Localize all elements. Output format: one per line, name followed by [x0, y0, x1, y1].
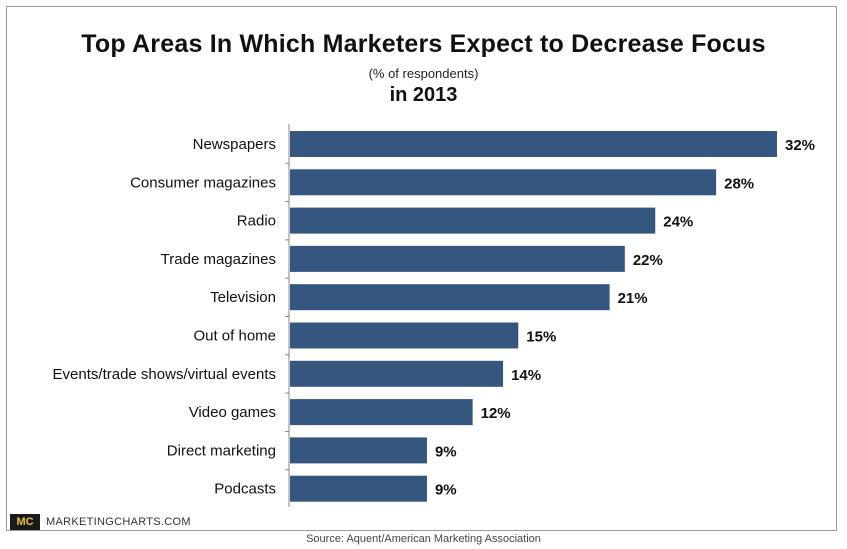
category-label: Out of home	[193, 328, 276, 345]
data-label: 15%	[526, 329, 556, 346]
bar	[290, 437, 427, 464]
bar	[290, 284, 610, 311]
chart-title: Top Areas In Which Marketers Expect to D…	[81, 30, 766, 58]
data-label: 24%	[663, 214, 693, 231]
data-label: 28%	[724, 175, 754, 192]
category-label: Video games	[189, 404, 276, 421]
chart-year: in 2013	[389, 84, 458, 106]
category-label: Radio	[237, 213, 276, 230]
bar	[290, 169, 717, 196]
data-label: 9%	[435, 443, 457, 460]
category-label: Direct marketing	[167, 442, 276, 459]
bar	[290, 245, 625, 272]
bar	[290, 131, 777, 157]
logo: MC	[10, 514, 40, 530]
category-label: Podcasts	[214, 481, 276, 498]
category-label: Television	[210, 289, 276, 306]
data-label: 32%	[785, 137, 815, 154]
brand-name: MARKETINGCHARTS.COM	[46, 516, 191, 528]
category-label: Trade magazines	[161, 251, 276, 268]
bar	[290, 475, 427, 502]
data-label: 21%	[618, 290, 648, 307]
category-label: Consumer magazines	[130, 174, 276, 191]
bar	[290, 322, 519, 349]
data-label: 14%	[511, 367, 541, 384]
category-label: Newspapers	[193, 136, 276, 153]
data-label: 12%	[481, 405, 511, 422]
data-label: 9%	[435, 482, 457, 499]
bar	[290, 207, 656, 234]
data-label: 22%	[633, 252, 663, 269]
category-label: Events/trade shows/virtual events	[53, 366, 276, 383]
source-note: Source: Aquent/American Marketing Associ…	[306, 533, 541, 545]
chart-subtitle: (% of respondents)	[368, 66, 479, 81]
bar	[290, 360, 504, 387]
bar	[290, 399, 473, 426]
